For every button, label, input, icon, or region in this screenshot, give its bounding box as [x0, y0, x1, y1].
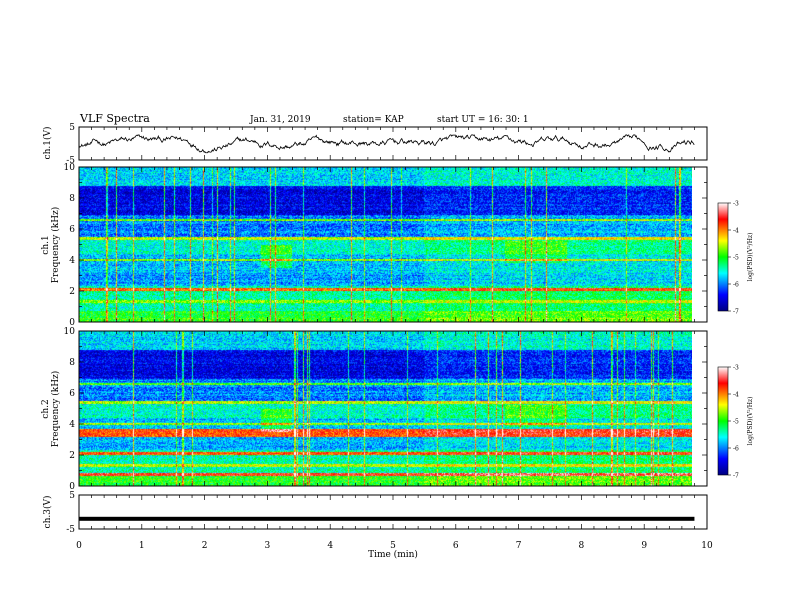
station-label: station= KAP: [343, 115, 404, 125]
y-tick-label: 2: [69, 287, 75, 297]
colorbar-tick-label: -5: [733, 419, 739, 426]
x-tick-label: 1: [139, 541, 145, 551]
x-tick-label: 4: [327, 541, 333, 551]
ch2-colorbar: [717, 366, 729, 476]
colorbar-tick-label: -5: [733, 255, 739, 262]
colorbar-tick-label: -7: [733, 473, 739, 480]
y-tick-label: 5: [69, 123, 75, 133]
ch1-spectrogram-ylabel-frequency: Frequency (kHz): [50, 207, 61, 284]
ch1-colorbar: [717, 202, 729, 312]
ch2-colorbar-label: log(PSD)(V²/Hz): [747, 397, 754, 446]
colorbar-tick-label: -3: [733, 365, 739, 372]
y-tick-label: 6: [69, 225, 75, 235]
x-tick-label: 2: [202, 541, 208, 551]
ch1-spectrogram-ylabel-channel: ch.1: [41, 235, 51, 254]
ch3-voltage-panel: [78, 494, 708, 530]
y-tick-label: 0: [69, 482, 75, 492]
x-axis-label: Time (min): [368, 549, 418, 560]
y-tick-label: 5: [69, 491, 75, 501]
y-tick-label: 0: [69, 318, 75, 328]
x-tick-label: 8: [579, 541, 585, 551]
x-tick-label: 0: [76, 541, 82, 551]
colorbar-tick-label: -6: [733, 446, 739, 453]
ch1-voltage-line: [78, 134, 695, 154]
colorbar-tick-label: -4: [733, 228, 739, 235]
y-tick-label: 8: [69, 194, 75, 204]
ch3-voltage-ylabel: ch.3(V): [42, 496, 53, 529]
date-label: Jan. 31, 2019: [249, 115, 311, 125]
ch3-voltage-line: [79, 516, 695, 521]
ch1-spectrogram-raster: [79, 167, 692, 322]
y-tick-label: 4: [69, 420, 75, 430]
start-time-label: start UT = 16: 30: 1: [437, 115, 529, 125]
x-tick-label: 10: [701, 541, 713, 551]
ch1-colorbar-label: log(PSD)(V²/Hz): [747, 233, 754, 282]
x-tick-label: 9: [641, 541, 647, 551]
x-tick-label: 7: [516, 541, 522, 551]
x-tick-label: 6: [453, 541, 459, 551]
ch2-spectrogram-raster: [79, 331, 692, 486]
y-tick-label: 8: [69, 358, 75, 368]
ch2-spectrogram-ylabel-channel: ch.2: [41, 399, 51, 418]
colorbar-tick-label: -4: [733, 392, 739, 399]
colorbar-tick-label: -3: [733, 201, 739, 208]
colorbar-tick-label: -6: [733, 282, 739, 289]
figure-title: VLF Spectra: [79, 112, 150, 125]
y-tick-label: 6: [69, 389, 75, 399]
y-tick-label: 10: [64, 163, 76, 173]
x-tick-label: 3: [265, 541, 271, 551]
ch1-voltage-ylabel: ch.1(V): [42, 127, 53, 160]
x-tick-label: 5: [390, 541, 396, 551]
colorbar-tick-label: -7: [733, 309, 739, 316]
ch2-spectrogram-ylabel-frequency: Frequency (kHz): [50, 371, 61, 448]
colorbar-ticks: -3 -4 -5 -6 -7 -3 -4 -5 -6 -7: [728, 201, 739, 480]
y-tick-label: -5: [66, 156, 75, 166]
y-tick-label: -5: [66, 525, 75, 535]
y-tick-label: 2: [69, 451, 75, 461]
y-tick-label: 10: [64, 327, 76, 337]
y-tick-label: 4: [69, 256, 75, 266]
